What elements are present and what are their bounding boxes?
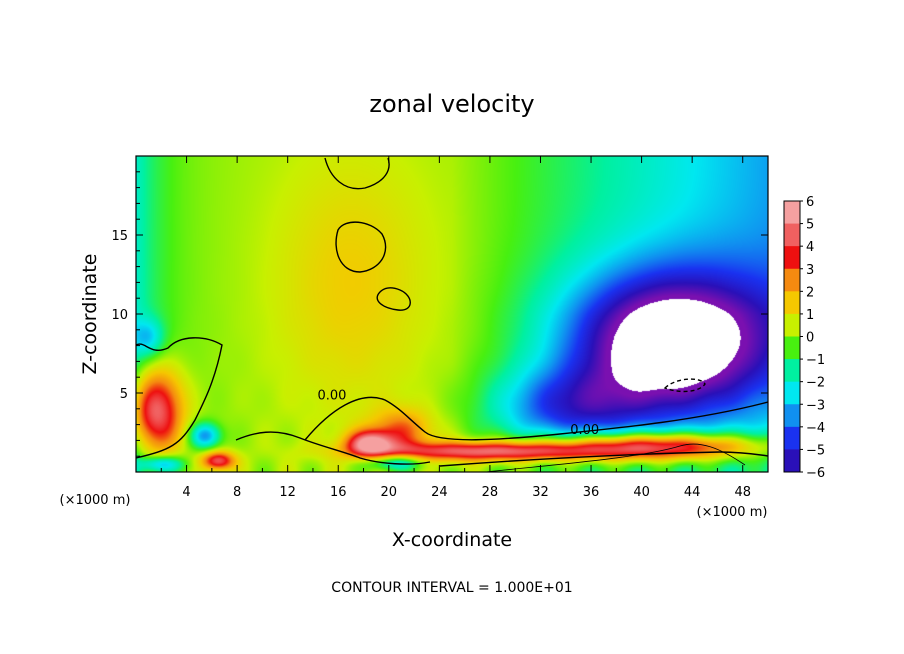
contour-label: 0.00: [570, 423, 599, 438]
colorbar-label: 5: [806, 218, 814, 233]
contour-lines: [136, 157, 768, 472]
contour-label: 0.00: [317, 388, 346, 403]
x-tick-label: 4: [182, 485, 190, 500]
contour-line: [663, 378, 706, 393]
x-tick-label: 8: [233, 485, 241, 500]
colorbar-swatch: [784, 359, 800, 383]
x-tick-label: 32: [532, 485, 549, 500]
y-axis-label: Z-coordinate: [79, 254, 101, 375]
y-tick-label: 15: [111, 229, 128, 244]
colorbar-label: −1: [806, 353, 825, 368]
colorbar-swatch: [784, 313, 800, 337]
y-tick-label: 5: [120, 387, 128, 402]
colorbar-swatch: [784, 336, 800, 360]
colorbar-label: 3: [806, 263, 814, 278]
colorbar-swatch: [784, 223, 800, 247]
contour-line: [335, 221, 387, 273]
colorbar-label: −3: [806, 398, 825, 413]
x-tick-label: 20: [381, 485, 398, 500]
contour-line: [324, 157, 390, 190]
colorbar-label: 6: [806, 195, 814, 210]
contour-line: [304, 396, 768, 441]
colorbar-swatch: [784, 381, 800, 405]
colorbar-swatch: [784, 201, 800, 225]
y-ticks: 5 10 15: [111, 171, 768, 457]
y-tick-label: 10: [111, 308, 128, 323]
x-ticks: 4 8 12 16 20 24 28 32 36 40 44 48: [160, 156, 751, 500]
colorbar-swatch: [784, 449, 800, 473]
x-units-right: (×1000 m): [697, 505, 768, 520]
colorbar-label: −2: [806, 376, 825, 391]
colorbar-label: −5: [806, 443, 825, 458]
x-tick-label: 12: [279, 485, 296, 500]
colorbar-swatch: [784, 268, 800, 292]
x-tick-label: 24: [431, 485, 448, 500]
contour-line: [235, 431, 431, 465]
x-tick-label: 48: [734, 485, 751, 500]
colorbar-swatch: [784, 246, 800, 270]
contour-line: [376, 287, 411, 311]
x-tick-label: 36: [583, 485, 600, 500]
velocity-field: [136, 156, 768, 472]
x-units-left: (×1000 m): [60, 493, 131, 508]
x-tick-label: 28: [482, 485, 499, 500]
colorbar-label: 1: [806, 308, 814, 323]
chart-title: zonal velocity: [369, 90, 534, 118]
colorbar-label: −6: [806, 466, 825, 481]
colorbar-label: 2: [806, 285, 814, 300]
colorbar-swatch: [784, 291, 800, 315]
x-tick-label: 44: [684, 485, 701, 500]
x-axis-label: X-coordinate: [392, 529, 512, 551]
colorbar-label: 4: [806, 240, 814, 255]
contour-interval-note: CONTOUR INTERVAL = 1.000E+01: [331, 580, 572, 596]
contour-labels: 0.00 0.00: [317, 388, 599, 438]
velocity-field-image: [136, 156, 768, 472]
colorbar: 6 5 4 3 2 1 0 −1 −2 −3 −4 −5 −6: [783, 195, 825, 481]
x-tick-label: 40: [633, 485, 650, 500]
colorbar-label: 0: [806, 331, 814, 346]
contour-line: [439, 451, 768, 467]
colorbar-label: −4: [806, 421, 825, 436]
x-tick-label: 16: [330, 485, 347, 500]
colorbar-swatch: [784, 426, 800, 450]
colorbar-swatch: [784, 404, 800, 428]
contour-line: [136, 337, 223, 459]
